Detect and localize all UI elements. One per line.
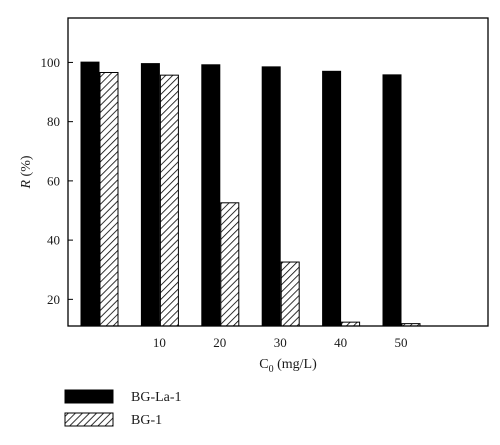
bar-bg-la-1-first — [80, 61, 100, 327]
y-axis-ticks: 20 40 60 80 100 — [41, 55, 73, 307]
x-tick-label-20: 20 — [213, 335, 226, 350]
bar-bg-la-1-40 — [322, 70, 342, 327]
x-tick-label-40: 40 — [334, 335, 347, 350]
x-axis-label-unit: (mg/L) — [274, 357, 317, 372]
legend-label-bg-1: BG-1 — [131, 413, 162, 428]
y-tick-label-80: 80 — [47, 114, 60, 129]
legend-swatch-bg-1 — [64, 412, 114, 427]
x-tick-label-50: 50 — [395, 335, 408, 350]
x-tick-label-30: 30 — [274, 335, 287, 350]
y-axis-label-unit: (%) — [19, 155, 34, 180]
y-axis-label-symbol: R — [19, 180, 34, 190]
x-axis-label: C0 (mg/L) — [259, 357, 317, 375]
bar-bg-la-1-30 — [261, 66, 281, 327]
y-tick-label-60: 60 — [47, 173, 60, 188]
legend-label-bg-la-1: BG-La-1 — [131, 390, 182, 405]
bar-bg-la-1-50 — [382, 74, 402, 327]
legend-swatch-bg-la-1 — [64, 389, 114, 404]
bars — [80, 61, 421, 327]
x-axis-ticks: 10 20 30 40 50 — [153, 321, 408, 350]
bar-bg-1-20 — [220, 202, 240, 327]
plot-frame — [67, 17, 489, 327]
y-axis-label: R (%) — [19, 155, 34, 189]
bar-bg-1-30 — [280, 261, 300, 327]
bar-bg-1-10 — [159, 74, 179, 327]
bar-bg-la-1-10 — [140, 63, 160, 327]
y-tick-label-40: 40 — [47, 233, 60, 248]
x-axis-label-subscript: 0 — [269, 364, 274, 375]
x-axis-label-symbol: C — [259, 357, 268, 372]
bar-bg-1-first — [99, 71, 119, 327]
x-tick-label-10: 10 — [153, 335, 166, 350]
legend: BG-La-1 BG-1 — [64, 389, 182, 428]
y-tick-label-20: 20 — [47, 292, 60, 307]
bar-bg-la-1-20 — [201, 64, 221, 327]
y-tick-label-100: 100 — [41, 55, 61, 70]
